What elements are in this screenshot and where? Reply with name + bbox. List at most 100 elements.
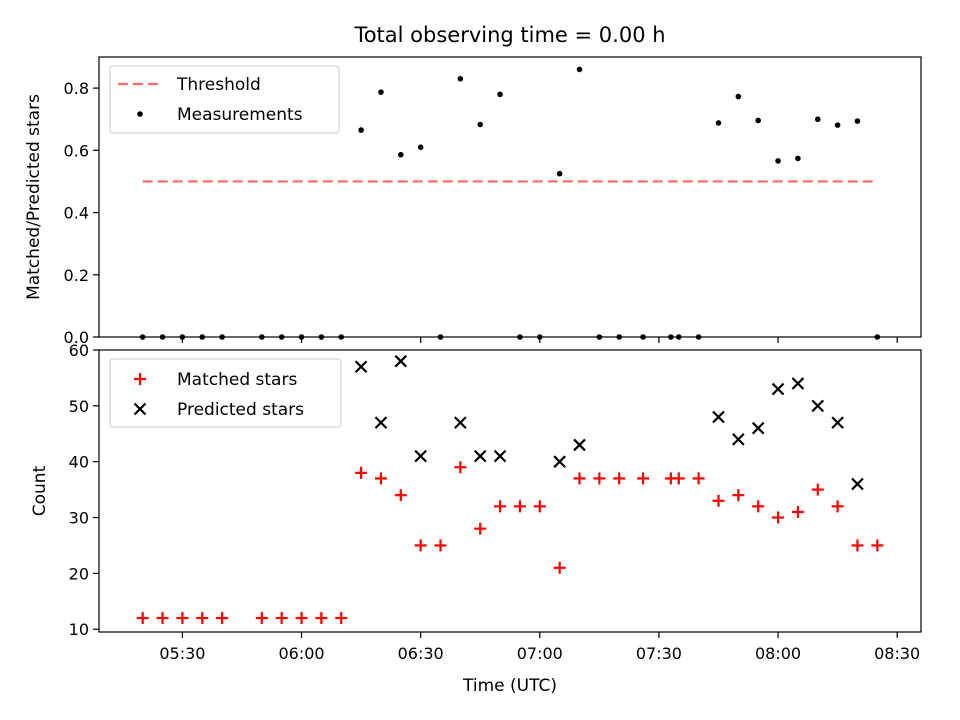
predicted-stars-points <box>354 354 864 491</box>
predicted-star-point <box>553 455 566 468</box>
bottom-x-tick-label: 08:00 <box>755 644 801 663</box>
matched-star-point <box>295 612 308 625</box>
predicted-star-point <box>791 377 805 390</box>
bottom-x-tick-label: 06:30 <box>398 644 444 663</box>
legend-predicted-swatch <box>133 402 147 416</box>
matched-star-point <box>374 472 387 485</box>
matched-star-point <box>156 612 169 625</box>
predicted-star-point <box>851 477 864 491</box>
bottom-legend-box <box>109 358 342 428</box>
matched-star-point <box>811 483 824 496</box>
legend-matched-label: Matched stars <box>177 370 297 390</box>
matched-star-point <box>176 612 189 625</box>
bottom-y-tick-label: 40 <box>69 453 89 472</box>
measurement-point <box>814 116 821 123</box>
matched-star-point <box>772 511 785 524</box>
matched-star-point <box>692 472 705 485</box>
top-panel-border <box>98 56 922 338</box>
matched-star-point <box>394 489 407 502</box>
top-y-axis-ticks: 0.0 0.2 0.4 0.6 0.8 <box>64 79 99 347</box>
bottom-panel-border <box>98 349 922 633</box>
predicted-star-point <box>374 416 388 429</box>
measurement-point <box>477 121 484 128</box>
predicted-star-point <box>394 354 408 368</box>
matched-star-point <box>275 612 288 625</box>
predicted-star-point <box>414 449 427 463</box>
measurement-point <box>854 118 861 124</box>
bottom-panel: 10 20 30 40 50 60 05:30 06:00 06:30 07:00 07:30 08… <box>30 341 922 696</box>
measurement-point <box>457 75 464 82</box>
matched-star-point <box>851 539 864 552</box>
predicted-star-point <box>831 416 844 429</box>
matched-star-point <box>637 472 650 485</box>
matched-star-point <box>513 500 526 513</box>
predicted-star-point <box>712 410 725 424</box>
measurement-point <box>497 91 503 98</box>
bottom-x-axis-ticks: 05:30 06:00 06:30 07:00 07:30 08:00 08:30 <box>159 632 920 663</box>
matched-stars-points <box>136 461 884 625</box>
measurement-point <box>378 89 384 95</box>
top-y-tick-label: 0.6 <box>64 141 89 160</box>
bottom-y-tick-label: 20 <box>69 564 89 583</box>
matched-star-point <box>355 466 368 479</box>
matched-star-point <box>732 489 745 502</box>
matched-star-point <box>136 612 149 625</box>
predicted-star-point <box>811 399 825 413</box>
bottom-y-tick-label: 50 <box>69 397 89 416</box>
matched-star-point <box>494 500 507 513</box>
chart-title: Total observing time = 0.00 h <box>353 23 665 47</box>
matched-star-point <box>434 539 447 552</box>
top-legend-box <box>109 65 340 134</box>
matched-star-point <box>791 505 804 518</box>
measurement-point <box>556 170 563 177</box>
top-y-tick-label: 0.0 <box>64 328 89 347</box>
matched-star-point <box>216 612 229 625</box>
predicted-star-point <box>573 438 586 452</box>
bottom-y-axis-label: Count <box>30 465 50 516</box>
bottom-y-tick-label: 30 <box>69 509 89 528</box>
legend-measurements-label: Measurements <box>177 105 303 125</box>
measurement-point <box>417 144 424 151</box>
bottom-x-tick-label: 07:30 <box>636 644 682 663</box>
bottom-x-tick-label: 05:30 <box>159 644 205 663</box>
measurement-point <box>397 151 404 158</box>
predicted-star-point <box>771 382 785 396</box>
measurement-point <box>834 122 841 128</box>
top-y-axis-label: Matched/Predicted stars <box>24 94 44 300</box>
legend-threshold-label: Threshold <box>176 75 261 95</box>
legend-measurements-swatch <box>137 111 143 117</box>
bottom-x-tick-label: 07:00 <box>517 644 563 663</box>
matched-star-point <box>196 612 209 625</box>
predicted-star-point <box>354 360 368 374</box>
top-panel: 0.00.20.40.60.8 Matched/Predicted stars … <box>24 56 922 347</box>
predicted-star-point <box>454 416 467 429</box>
matched-star-point <box>573 472 586 485</box>
measurement-point <box>735 93 742 100</box>
bottom-x-tick-label: 06:00 <box>278 644 324 663</box>
matched-star-point <box>454 461 467 474</box>
matched-star-point <box>712 494 725 507</box>
top-y-tick-label: 0.8 <box>64 79 89 98</box>
measurement-point <box>775 158 781 164</box>
bottom-y-tick-label: 10 <box>69 620 89 639</box>
matched-star-point <box>553 561 566 574</box>
matched-star-point <box>831 500 844 513</box>
legend-predicted-marker <box>133 402 147 416</box>
matched-star-point <box>672 472 685 485</box>
predicted-star-point <box>473 449 487 463</box>
top-legend: Threshold Measurements <box>109 65 340 134</box>
measurement-point <box>358 127 364 133</box>
legend-predicted-label: Predicted stars <box>177 400 304 420</box>
matched-star-point <box>414 539 427 552</box>
top-y-tick-label: 0.4 <box>64 204 89 223</box>
matched-star-point <box>752 500 765 513</box>
matched-star-point <box>315 612 328 625</box>
legend-matched-swatch <box>134 373 146 385</box>
measurement-point <box>576 66 583 73</box>
matched-star-point <box>533 500 546 513</box>
matched-star-point <box>474 522 487 535</box>
bottom-x-tick-label: 08:30 <box>874 644 920 663</box>
predicted-star-point <box>732 433 745 446</box>
predicted-star-point <box>751 421 765 435</box>
